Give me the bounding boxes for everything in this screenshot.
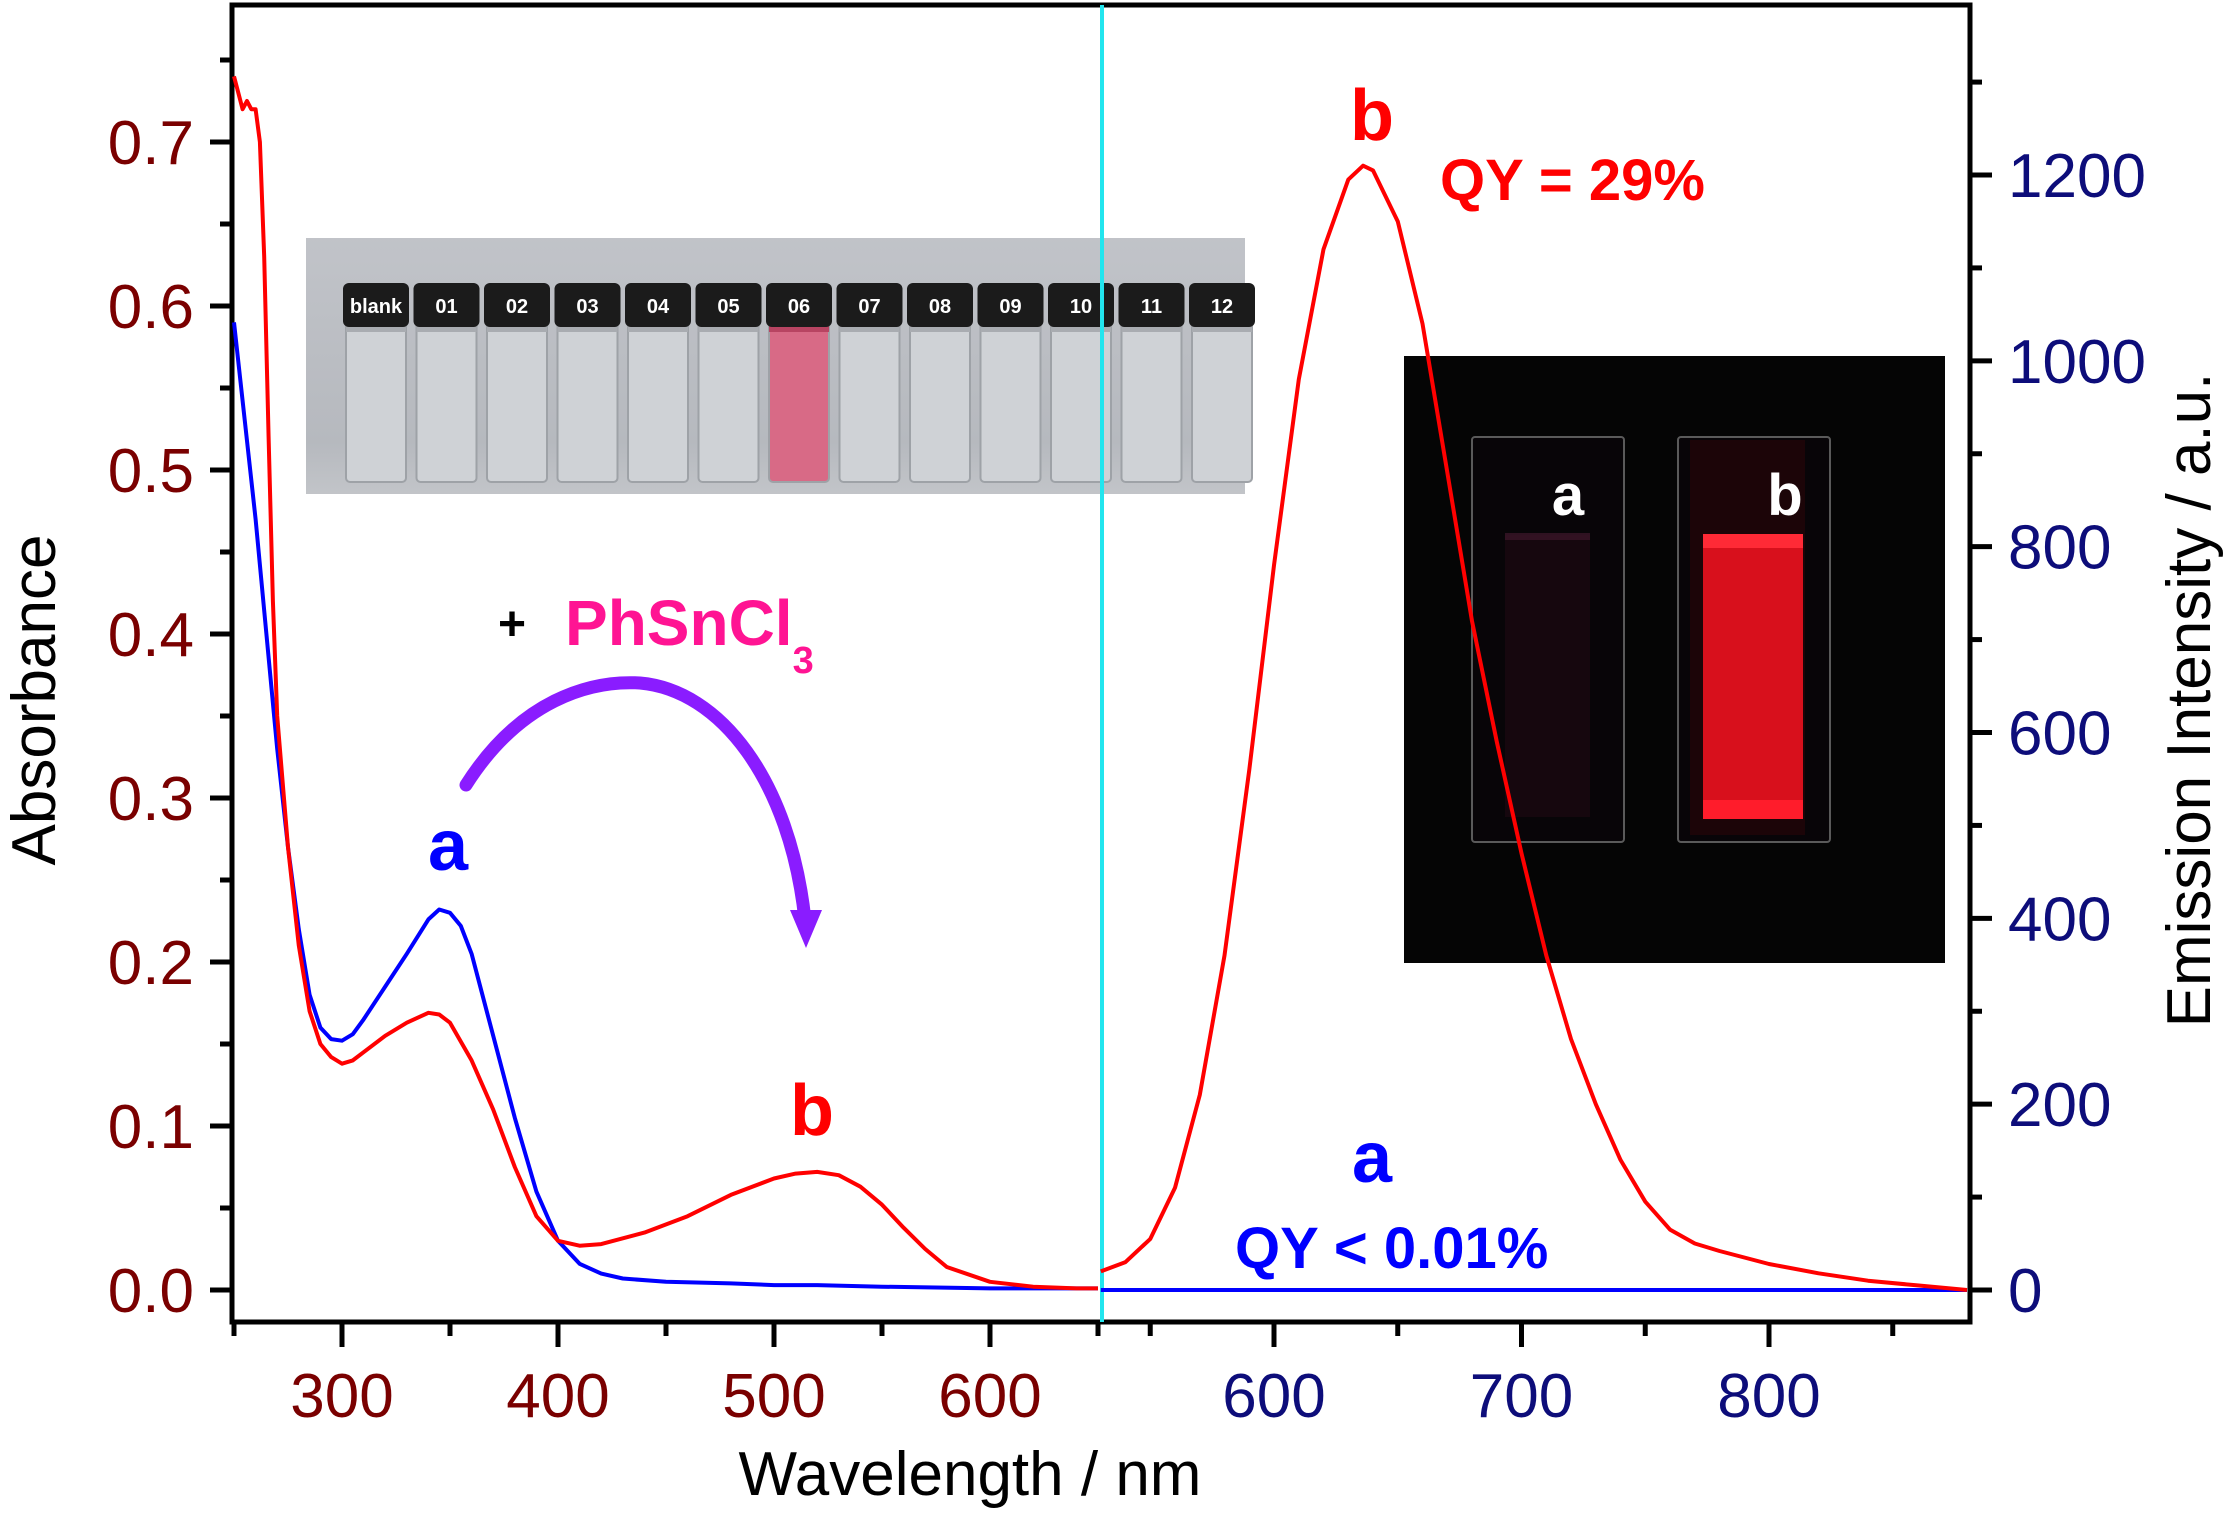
vial-label: 05 (717, 296, 739, 318)
reaction-arrow (459, 676, 822, 948)
vial: 10 (1048, 283, 1114, 483)
qy-b: QY = 29% (1440, 148, 1705, 213)
em-x-tick-label: 700 (1470, 1362, 1573, 1431)
vial-cap (766, 283, 832, 327)
vial: 04 (625, 283, 691, 483)
right-tick-label: 600 (2008, 700, 2111, 769)
left-tick-label: 0.2 (108, 929, 194, 998)
emission-curve-b (1100, 163, 1968, 1292)
x-axis-title: Wavelength / nm (739, 1440, 1202, 1509)
abs-x-tick-label: 300 (290, 1362, 393, 1431)
vial-label: 06 (788, 296, 810, 318)
cuvette-label-a: a (1552, 463, 1585, 528)
vial-cap (554, 283, 621, 327)
left-tick-label: 0.0 (108, 1257, 194, 1326)
left-tick-label: 0.3 (108, 765, 194, 834)
em-x-tick-label: 800 (1717, 1362, 1820, 1431)
vial: 02 (484, 283, 550, 483)
vial-label: 08 (929, 296, 951, 318)
vial-cap (1118, 283, 1185, 327)
qy-a: QY < 0.01% (1235, 1216, 1548, 1281)
vial-label: 02 (506, 296, 528, 318)
vial-photo-inset: blank 01 02 03 04 05 06 07 08 09 10 11 12 (306, 238, 1255, 494)
abs-x-tick-label: 500 (722, 1362, 825, 1431)
cuvette-photo-inset: a b (1404, 356, 1945, 963)
vial-cap (907, 283, 973, 327)
left-tick-label: 0.1 (108, 1093, 194, 1162)
right-tick-label: 1200 (2008, 142, 2146, 211)
left-axis-title: Absorbance (0, 535, 69, 866)
vial-cap (977, 283, 1044, 327)
vial-label: blank (350, 296, 403, 318)
left-tick-label: 0.6 (108, 273, 194, 342)
vial-label: 10 (1070, 296, 1092, 318)
bottom-axis-ticks: 300 400 500 600 600 700 800 (231, 1322, 1896, 1431)
vial-cap (1048, 283, 1114, 327)
right-tick-label: 1000 (2008, 328, 2146, 397)
left-tick-label: 0.5 (108, 437, 194, 506)
vial: 06 (766, 283, 832, 483)
vial: 12 (1189, 283, 1255, 483)
vial-cap (343, 283, 409, 327)
vial: 05 (695, 283, 762, 483)
vial-label: 09 (999, 296, 1021, 318)
reagent-label: PhSnCl3 (565, 587, 814, 682)
vial-cap (484, 283, 550, 327)
vial-cap (695, 283, 762, 327)
vial: 11 (1118, 283, 1185, 483)
abs-label-b: b (790, 1071, 834, 1151)
cuvette-b-glow (1703, 534, 1803, 819)
vial-label: 07 (858, 296, 880, 318)
abs-label-a: a (428, 806, 469, 886)
vial-label: 03 (576, 296, 598, 318)
vial-cap (836, 283, 903, 327)
reagent-plus: + (498, 598, 526, 651)
em-label-a: a (1352, 1118, 1393, 1198)
right-tick-label: 0 (2008, 1257, 2042, 1326)
vial: 01 (413, 283, 480, 483)
arrow-head-icon (790, 910, 822, 948)
left-tick-label: 0.4 (108, 601, 194, 670)
left-tick-label: 0.7 (108, 109, 194, 178)
right-axis-ticks: 0 200 400 600 800 1000 1200 (1970, 79, 2146, 1326)
right-axis-title: Emission Intensity / a.u. (2155, 373, 2224, 1028)
vial-label: 12 (1211, 296, 1233, 318)
abs-x-tick-label: 600 (938, 1362, 1041, 1431)
em-x-tick-label: 600 (1222, 1362, 1325, 1431)
vial: 08 (907, 283, 973, 483)
vial-label: 11 (1141, 296, 1162, 318)
abs-x-tick-label: 400 (506, 1362, 609, 1431)
vial: 03 (554, 283, 621, 483)
vial-label: 01 (435, 296, 457, 318)
left-axis-ticks: 0.0 0.1 0.2 0.3 0.4 0.5 0.6 0.7 (108, 57, 232, 1326)
vial: 09 (977, 283, 1044, 483)
em-label-b: b (1350, 76, 1394, 156)
vial-cap (413, 283, 480, 327)
right-tick-label: 400 (2008, 885, 2111, 954)
right-tick-label: 200 (2008, 1071, 2111, 1140)
vial-cap (1189, 283, 1255, 327)
vial-cap (625, 283, 691, 327)
vial: blank (343, 283, 409, 483)
absorption-curve-b (232, 75, 1098, 1291)
vial-label: 04 (647, 296, 670, 318)
cuvette-label-b: b (1767, 463, 1802, 528)
vial: 07 (836, 283, 903, 483)
right-tick-label: 800 (2008, 514, 2111, 583)
